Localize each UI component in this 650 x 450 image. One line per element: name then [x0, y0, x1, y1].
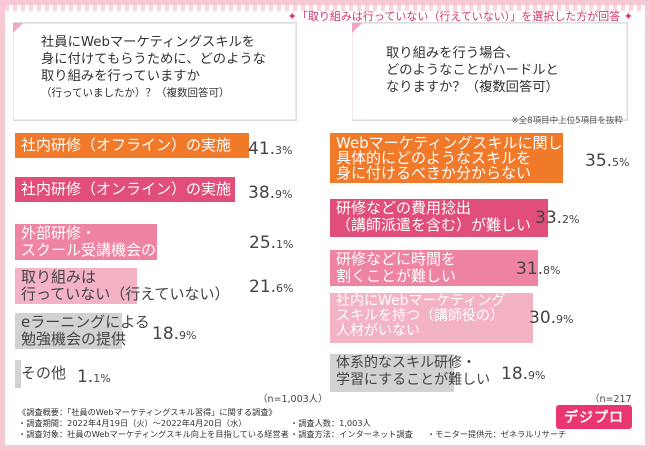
- q2-line2: どのようなことがハードルと: [386, 63, 559, 78]
- chart-right-value-2: 31.8%: [516, 259, 561, 279]
- question-box-2: 取り組みを行う場合、 どのようなことがハードルと なりますか？（複数回答可）: [352, 22, 628, 121]
- chart-right-label-1-line-0: 研修などの費用捻出: [336, 199, 472, 217]
- chart-left-label-5: その他: [21, 365, 66, 382]
- q1-line3: 取り組みを行っていますか: [41, 69, 200, 84]
- chart-left-bar-3: [15, 268, 138, 304]
- top5-note: ※全8項目中上位5項目を抜粋: [511, 116, 623, 126]
- chart-left-label-3-line-0: 取り組みは: [21, 268, 97, 286]
- n-label-left: （n=1,003人）: [258, 394, 328, 405]
- chart-right-value-0: 35.5%: [585, 151, 630, 171]
- chart-left-label-1: 社内研修（オンライン）の実施: [21, 180, 231, 198]
- q2-line1: 取り組みを行う場合、: [386, 46, 519, 61]
- chart-right-label-4-line-0: 体系的なスキル研修・: [336, 355, 476, 371]
- chart-right-bar-1: [330, 199, 548, 237]
- chart-right-label-3-line-0: 社内にWebマーケティング: [336, 293, 506, 309]
- chart-right-value-4: 18.9%: [501, 364, 546, 384]
- chart-left-label-3: 取り組みは 行っていない（行えていない）: [21, 269, 230, 303]
- survey-target: ・調査対象：社員のWebマーケティングスキル向上を目指している経営者: [18, 429, 289, 439]
- chart-right-bar-2: [330, 250, 539, 286]
- chart-left-value-5: 1.1%: [77, 367, 111, 387]
- question-2-text: 取り組みを行う場合、 どのようなことがハードルと なりますか？（複数回答可）: [386, 45, 621, 96]
- chart-right-label-2-line-0: 研修などに時間を: [336, 250, 457, 268]
- q1-line4: （行っていましたか）？（複数回答可）: [41, 87, 230, 99]
- chart-left-bar-1: [15, 177, 236, 202]
- chart-left-label-1-line-0: 社内研修（オンライン）の実施: [21, 180, 232, 198]
- chart-right-bar-0: [330, 133, 563, 183]
- chart-right-label-3-line-2: 人材がいない: [336, 323, 420, 339]
- chart-right-label-0-line-0: Webマーケティングスキルに関して: [336, 134, 578, 152]
- chart-left-value-4: 18.9%: [152, 324, 197, 344]
- q1-line1: 社員にWebマーケティングスキルを: [41, 35, 256, 50]
- chart-left-label-5-line-0: その他: [21, 364, 67, 382]
- chart-left-label-0: 社内研修（オフライン）の実施: [21, 136, 231, 154]
- chart-left-bar-4: [15, 313, 123, 349]
- chart-right-value-3: 30.9%: [529, 308, 574, 328]
- chart-right-label-4-line-1: 学習にすることが難しい: [336, 372, 491, 388]
- chart-right-bar-4: [330, 354, 454, 392]
- chart-right-label-0: Webマーケティングスキルに関して 具体的にどのようなスキルを 身に付けるべきか分か…: [336, 136, 577, 181]
- question-1-text: 社員にWebマーケティングスキルを 身に付けてもらうために、どのような 取り組み…: [41, 34, 290, 102]
- survey-period: ・調査期間：2022年4月19日（火）〜2022年4月20日（水）: [18, 418, 247, 428]
- chart-right-label-3: 社内にWebマーケティング スキルを持つ（講師役の） 人材がいない: [336, 294, 505, 339]
- chart-left-label-3-line-1: 行っていない（行えていない）: [21, 285, 230, 303]
- chart-right-value-1: 33.2%: [535, 208, 580, 228]
- chart-left-value-1: 38.9%: [248, 183, 293, 203]
- chart-right-label-0-line-2: 身に付けるべきか分からない: [336, 164, 532, 182]
- survey-provider: ・モニター提供元：ゼネラルリサーチ: [427, 429, 567, 439]
- survey-people: ・調査人数：1,003人: [290, 418, 371, 428]
- brand-logo: デジプロ: [556, 405, 632, 429]
- survey-method: ・調査方法：インターネット調査: [290, 429, 413, 439]
- chart-left-label-2-line-0: 外部研修・: [21, 224, 97, 242]
- question-box-1: 社員にWebマーケティングスキルを 身に付けてもらうために、どのような 取り組み…: [13, 22, 297, 121]
- q1-line2: 身に付けてもらうために、どのような: [41, 52, 266, 67]
- chart-left-label-0-line-0: 社内研修（オフライン）の実施: [21, 136, 232, 154]
- chart-left-label-4-line-0: eラーニングによる: [21, 313, 150, 331]
- chart-right-bar-3: [330, 293, 533, 343]
- respondent-note-banner: ✦「取り組みは行っていない（行えていない）」を選択した方が回答 ✦: [287, 10, 633, 23]
- chart-left-value-3: 21.6%: [249, 277, 294, 297]
- chart-right-label-2-line-1: 割くことが難しい: [336, 267, 457, 285]
- q2-line3: なりますか？（複数回答可）: [386, 80, 559, 95]
- chart-left-label-4-line-1: 勉強機会の提供: [21, 330, 127, 348]
- infographic-panel: ✦「取り組みは行っていない（行えていない）」を選択した方が回答 ✦ 社員にWeb…: [5, 5, 645, 445]
- survey-title: 《調査概要：「社員のWebマーケティングスキル習得」に関する調査》: [18, 407, 277, 417]
- chart-right-label-0-line-1: 具体的にどのようなスキルを: [336, 149, 532, 167]
- chart-right-label-2: 研修などに時間を 割くことが難しい: [336, 251, 456, 285]
- chart-left-bar-2: [15, 224, 158, 260]
- top-stripe: [5, 5, 645, 11]
- chart-left-label-2-line-1: スクール受講機会の提供: [21, 241, 187, 259]
- chart-left-bar-0: [15, 133, 250, 158]
- chart-right-label-1-line-1: （講師派遣を含む）が難しい: [336, 216, 532, 234]
- chart-right-label-4: 体系的なスキル研修・ 学習にすることが難しい: [336, 355, 490, 389]
- chart-left-label-2: 外部研修・ スクール受講機会の提供: [21, 225, 186, 259]
- chart-left-label-4: eラーニングによる 勉強機会の提供: [21, 314, 150, 348]
- chart-right-label-1: 研修などの費用捻出 （講師派遣を含む）が難しい: [336, 200, 531, 234]
- chart-left-value-2: 25.1%: [249, 233, 294, 253]
- chart-right-label-3-line-1: スキルを持つ（講師役の）: [336, 308, 504, 324]
- chart-left-bar-5: [15, 360, 22, 388]
- chart-left-value-0: 41.3%: [248, 139, 293, 159]
